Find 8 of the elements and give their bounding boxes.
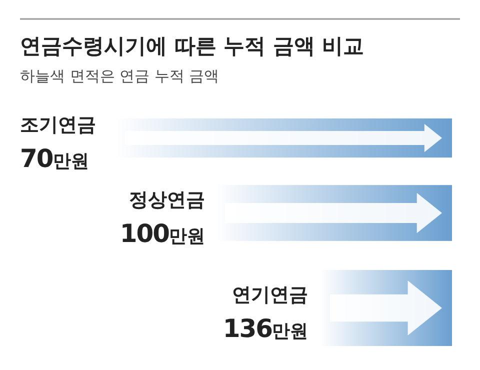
category-label: 연기연금	[232, 284, 308, 306]
data-label: 70만원	[20, 144, 89, 173]
text: 연금수령시기에 따른 누적 금액 비교	[20, 34, 364, 58]
text: 하늘색 면적은 연금 누적 금액	[20, 67, 220, 85]
data-label: 100만원	[120, 219, 205, 248]
data-label: 136만원	[222, 314, 308, 343]
category-label: 조기연금	[20, 114, 96, 136]
category-label: 정상연금	[129, 189, 205, 211]
